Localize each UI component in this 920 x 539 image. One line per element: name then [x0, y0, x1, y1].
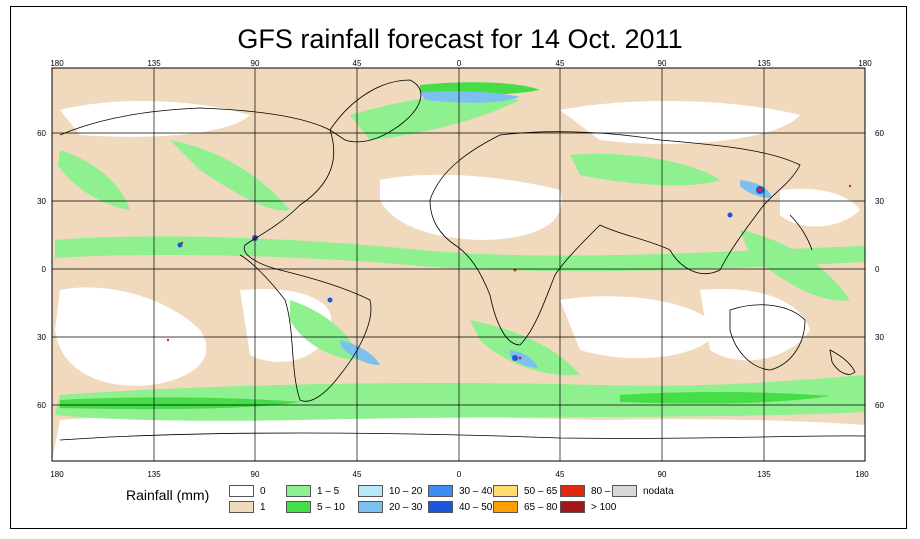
legend-swatch	[358, 501, 383, 513]
legend-item: 80 – 100	[560, 484, 630, 498]
legend-item: 0	[229, 484, 266, 498]
legend-label: 10 – 20	[389, 485, 423, 497]
lat-labels-left: 60 30 0 30 60	[37, 129, 46, 410]
lon-label: 180	[855, 470, 869, 479]
lon-label: 180	[50, 59, 64, 68]
legend-label: 5 – 10	[317, 501, 345, 513]
legend-item: 5 – 10	[286, 500, 345, 514]
legend-swatch	[229, 485, 254, 497]
legend-item: 20 – 30	[358, 500, 422, 514]
legend-item: 40 – 50	[428, 500, 492, 514]
lon-label: 135	[147, 59, 161, 68]
legend-label: nodata	[643, 485, 674, 497]
heavy-rain-areas	[340, 91, 772, 368]
legend-swatch	[358, 485, 383, 497]
light-rain-areas	[55, 95, 865, 421]
extreme-rain-spots	[166, 184, 852, 360]
legend-swatch	[286, 485, 311, 497]
lat-label: 30	[37, 197, 46, 206]
lon-label: 135	[757, 59, 771, 68]
legend-swatch	[229, 501, 254, 513]
legend-swatch	[493, 501, 518, 513]
figure-frame	[10, 6, 907, 529]
lon-label: 0	[457, 470, 462, 479]
legend-swatch	[428, 485, 453, 497]
lat-label: 60	[875, 401, 884, 410]
lon-label: 90	[251, 470, 260, 479]
legend-swatch	[560, 501, 585, 513]
lon-label: 90	[658, 59, 667, 68]
coastlines	[59, 79, 865, 441]
legend-label: 65 – 80	[524, 501, 558, 513]
legend-swatch	[560, 485, 585, 497]
lon-label: 180	[50, 470, 64, 479]
legend-label: 20 – 30	[389, 501, 423, 513]
legend-label: 0	[260, 485, 266, 497]
legend-title: Rainfall (mm)	[126, 487, 210, 503]
legend-label: > 100	[591, 501, 617, 513]
legend-item: 1 – 5	[286, 484, 339, 498]
lon-label: 90	[251, 59, 260, 68]
legend-item: 65 – 80	[493, 500, 557, 514]
legend-label: 50 – 65	[524, 485, 558, 497]
legend-label: 40 – 50	[459, 501, 493, 513]
lon-label: 0	[457, 59, 462, 68]
lon-label: 45	[556, 470, 565, 479]
lat-label: 60	[37, 129, 46, 138]
legend-item: 1	[229, 500, 266, 514]
lat-labels-right: 60 30 0 30 60	[875, 129, 884, 410]
lat-label: 30	[37, 333, 46, 342]
legend-label: 1 – 5	[317, 485, 340, 497]
lat-label: 0	[42, 265, 47, 274]
lon-label: 45	[353, 470, 362, 479]
legend-item: 10 – 20	[358, 484, 422, 498]
lon-labels-bottom: 180 135 90 45 0 45 90 135 180	[50, 470, 869, 479]
legend-swatch	[286, 501, 311, 513]
legend-swatch	[493, 485, 518, 497]
legend-swatch	[428, 501, 453, 513]
legend-item: 50 – 65	[493, 484, 557, 498]
map-title: GFS rainfall forecast for 14 Oct. 2011	[237, 24, 683, 54]
legend-item: 30 – 40	[428, 484, 492, 498]
lon-label: 180	[858, 59, 872, 68]
graticule	[52, 68, 865, 461]
legend-label: 30 – 40	[459, 485, 493, 497]
lon-label: 90	[658, 470, 667, 479]
lat-label: 0	[875, 265, 880, 274]
lon-label: 45	[353, 59, 362, 68]
lat-label: 30	[875, 197, 884, 206]
lat-label: 30	[875, 333, 884, 342]
lon-label: 135	[147, 470, 161, 479]
lon-label: 45	[556, 59, 565, 68]
rainfall-field	[52, 68, 865, 461]
lon-labels-top: 180 135 90 45 0 45 90 135 180	[50, 59, 872, 68]
lon-label: 135	[757, 470, 771, 479]
lat-label: 60	[875, 129, 884, 138]
lat-label: 60	[37, 401, 46, 410]
legend-swatch	[612, 485, 637, 497]
map-border	[51, 67, 866, 462]
legend-label: 80 – 100	[591, 485, 630, 497]
legend-item: nodata	[612, 484, 674, 498]
legend-item: > 100	[560, 500, 616, 514]
legend-label: 1	[260, 501, 266, 513]
